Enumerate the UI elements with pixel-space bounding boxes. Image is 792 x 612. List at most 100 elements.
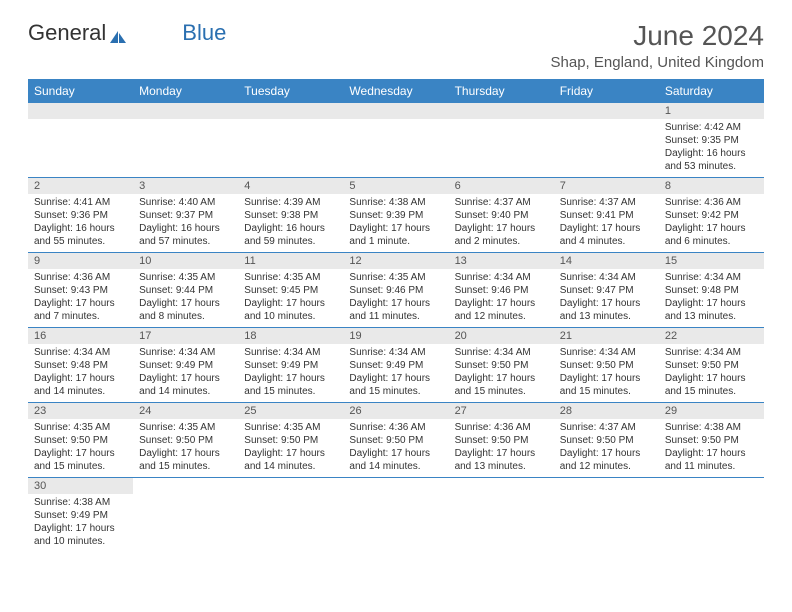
calendar-day-cell: 15Sunrise: 4:34 AMSunset: 9:48 PMDayligh… (659, 253, 764, 328)
day-number: 11 (238, 253, 343, 269)
sunrise-line: Sunrise: 4:38 AM (349, 196, 442, 209)
calendar-day-cell: 5Sunrise: 4:38 AMSunset: 9:39 PMDaylight… (343, 178, 448, 253)
daylight-line: Daylight: 17 hours and 10 minutes. (244, 297, 337, 323)
daylight-line: Daylight: 17 hours and 10 minutes. (34, 522, 127, 548)
weekday-header: Saturday (659, 79, 764, 103)
daylight-line: Daylight: 17 hours and 11 minutes. (349, 297, 442, 323)
day-content: Sunrise: 4:38 AMSunset: 9:49 PMDaylight:… (28, 494, 133, 552)
calendar-day-cell: 6Sunrise: 4:37 AMSunset: 9:40 PMDaylight… (449, 178, 554, 253)
sail-icon (108, 25, 128, 41)
daylight-line: Daylight: 17 hours and 12 minutes. (560, 447, 653, 473)
empty-day-header (238, 103, 343, 119)
day-number: 13 (449, 253, 554, 269)
sunset-line: Sunset: 9:50 PM (349, 434, 442, 447)
sunset-line: Sunset: 9:40 PM (455, 209, 548, 222)
sunrise-line: Sunrise: 4:35 AM (244, 421, 337, 434)
sunrise-line: Sunrise: 4:36 AM (665, 196, 758, 209)
header: General Blue June 2024 Shap, England, Un… (28, 20, 764, 71)
day-number: 16 (28, 328, 133, 344)
sunset-line: Sunset: 9:50 PM (139, 434, 232, 447)
daylight-line: Daylight: 17 hours and 11 minutes. (665, 447, 758, 473)
day-content: Sunrise: 4:36 AMSunset: 9:43 PMDaylight:… (28, 269, 133, 327)
calendar-day-cell: 11Sunrise: 4:35 AMSunset: 9:45 PMDayligh… (238, 253, 343, 328)
calendar-week-row: 30Sunrise: 4:38 AMSunset: 9:49 PMDayligh… (28, 478, 764, 553)
sunset-line: Sunset: 9:50 PM (665, 359, 758, 372)
day-number: 28 (554, 403, 659, 419)
empty-day-header (449, 103, 554, 119)
day-number: 8 (659, 178, 764, 194)
daylight-line: Daylight: 17 hours and 8 minutes. (139, 297, 232, 323)
calendar-day-cell (238, 103, 343, 178)
day-content: Sunrise: 4:35 AMSunset: 9:45 PMDaylight:… (238, 269, 343, 327)
day-content: Sunrise: 4:35 AMSunset: 9:50 PMDaylight:… (238, 419, 343, 477)
day-number: 10 (133, 253, 238, 269)
sunset-line: Sunset: 9:49 PM (139, 359, 232, 372)
calendar-day-cell: 3Sunrise: 4:40 AMSunset: 9:37 PMDaylight… (133, 178, 238, 253)
sunset-line: Sunset: 9:36 PM (34, 209, 127, 222)
day-number: 26 (343, 403, 448, 419)
weekday-header: Monday (133, 79, 238, 103)
day-content: Sunrise: 4:35 AMSunset: 9:50 PMDaylight:… (133, 419, 238, 477)
month-title: June 2024 (551, 20, 764, 52)
calendar-day-cell: 27Sunrise: 4:36 AMSunset: 9:50 PMDayligh… (449, 403, 554, 478)
calendar-day-cell (659, 478, 764, 553)
sunrise-line: Sunrise: 4:34 AM (455, 271, 548, 284)
day-content: Sunrise: 4:37 AMSunset: 9:40 PMDaylight:… (449, 194, 554, 252)
day-content: Sunrise: 4:42 AMSunset: 9:35 PMDaylight:… (659, 119, 764, 177)
day-number: 18 (238, 328, 343, 344)
day-number: 19 (343, 328, 448, 344)
sunset-line: Sunset: 9:39 PM (349, 209, 442, 222)
daylight-line: Daylight: 17 hours and 4 minutes. (560, 222, 653, 248)
calendar-week-row: 23Sunrise: 4:35 AMSunset: 9:50 PMDayligh… (28, 403, 764, 478)
day-content: Sunrise: 4:37 AMSunset: 9:50 PMDaylight:… (554, 419, 659, 477)
day-number: 6 (449, 178, 554, 194)
sunset-line: Sunset: 9:50 PM (34, 434, 127, 447)
daylight-line: Daylight: 17 hours and 14 minutes. (34, 372, 127, 398)
sunset-line: Sunset: 9:38 PM (244, 209, 337, 222)
day-content: Sunrise: 4:40 AMSunset: 9:37 PMDaylight:… (133, 194, 238, 252)
calendar-week-row: 16Sunrise: 4:34 AMSunset: 9:48 PMDayligh… (28, 328, 764, 403)
daylight-line: Daylight: 17 hours and 12 minutes. (455, 297, 548, 323)
sunset-line: Sunset: 9:45 PM (244, 284, 337, 297)
sunset-line: Sunset: 9:50 PM (244, 434, 337, 447)
sunrise-line: Sunrise: 4:37 AM (560, 196, 653, 209)
daylight-line: Daylight: 17 hours and 15 minutes. (244, 372, 337, 398)
sunset-line: Sunset: 9:46 PM (455, 284, 548, 297)
sunrise-line: Sunrise: 4:34 AM (560, 346, 653, 359)
sunset-line: Sunset: 9:35 PM (665, 134, 758, 147)
sunset-line: Sunset: 9:50 PM (455, 359, 548, 372)
calendar-day-cell: 13 Sunrise: 4:34 AMSunset: 9:46 PMDayligh… (449, 253, 554, 328)
day-content: Sunrise: 4:34 AMSunset: 9:49 PMDaylight:… (343, 344, 448, 402)
sunset-line: Sunset: 9:42 PM (665, 209, 758, 222)
calendar-day-cell: 18Sunrise: 4:34 AMSunset: 9:49 PMDayligh… (238, 328, 343, 403)
sunset-line: Sunset: 9:47 PM (560, 284, 653, 297)
calendar-day-cell: 19Sunrise: 4:34 AMSunset: 9:49 PMDayligh… (343, 328, 448, 403)
sunset-line: Sunset: 9:50 PM (560, 359, 653, 372)
sunset-line: Sunset: 9:48 PM (34, 359, 127, 372)
calendar-week-row: 1Sunrise: 4:42 AMSunset: 9:35 PMDaylight… (28, 103, 764, 178)
daylight-line: Daylight: 17 hours and 6 minutes. (665, 222, 758, 248)
calendar-day-cell: 17Sunrise: 4:34 AMSunset: 9:49 PMDayligh… (133, 328, 238, 403)
sunrise-line: Sunrise: 4:34 AM (349, 346, 442, 359)
title-block: June 2024 Shap, England, United Kingdom (551, 20, 764, 71)
sunrise-line: Sunrise: 4:34 AM (455, 346, 548, 359)
day-number: 29 (659, 403, 764, 419)
daylight-line: Daylight: 17 hours and 13 minutes. (560, 297, 653, 323)
day-number: 1 (659, 103, 764, 119)
sunrise-line: Sunrise: 4:35 AM (139, 271, 232, 284)
day-content: Sunrise: 4:38 AMSunset: 9:50 PMDaylight:… (659, 419, 764, 477)
weekday-header: Friday (554, 79, 659, 103)
daylight-line: Daylight: 17 hours and 13 minutes. (665, 297, 758, 323)
sunrise-line: Sunrise: 4:42 AM (665, 121, 758, 134)
day-content: Sunrise: 4:36 AMSunset: 9:50 PMDaylight:… (343, 419, 448, 477)
calendar-day-cell (554, 103, 659, 178)
daylight-line: Daylight: 17 hours and 15 minutes. (455, 372, 548, 398)
sunset-line: Sunset: 9:49 PM (244, 359, 337, 372)
calendar-day-cell: 30Sunrise: 4:38 AMSunset: 9:49 PMDayligh… (28, 478, 133, 553)
day-content: Sunrise: 4:35 AMSunset: 9:50 PMDaylight:… (28, 419, 133, 477)
daylight-line: Daylight: 17 hours and 15 minutes. (349, 372, 442, 398)
day-content: Sunrise: 4:34 AMSunset: 9:50 PMDaylight:… (659, 344, 764, 402)
calendar-day-cell (28, 103, 133, 178)
sunrise-line: Sunrise: 4:38 AM (34, 496, 127, 509)
day-number: 25 (238, 403, 343, 419)
